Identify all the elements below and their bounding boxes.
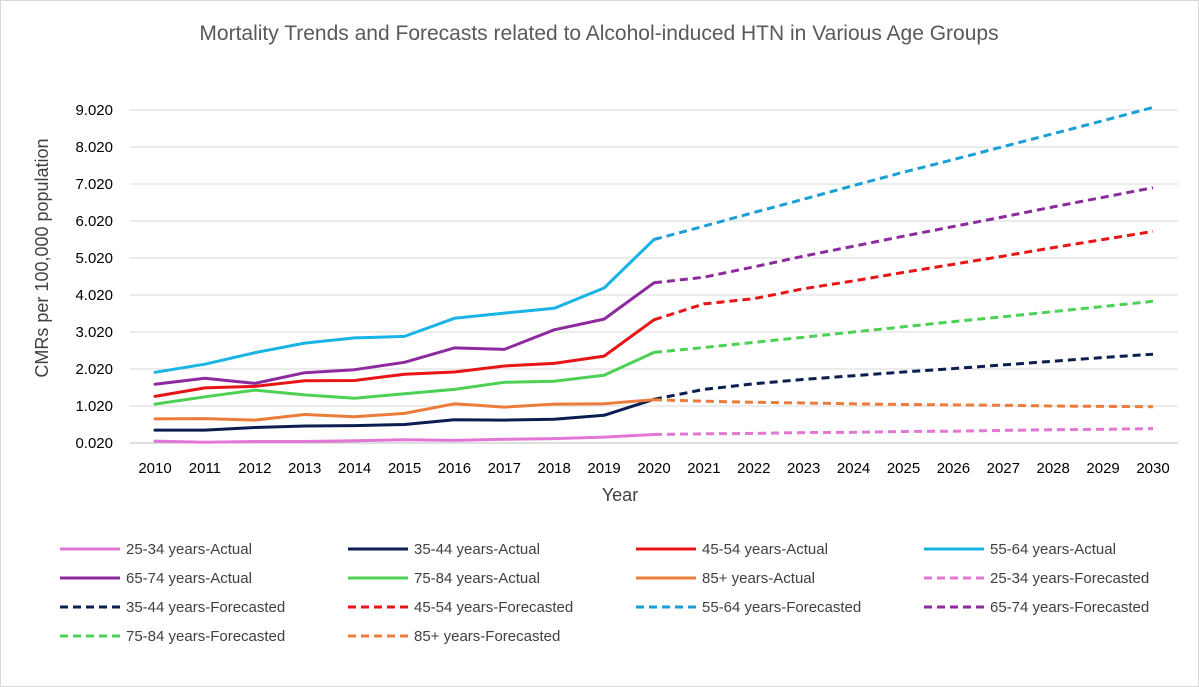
legend-label: 85+ years-Actual <box>702 570 815 587</box>
series-line-45-54-years-forecasted <box>653 229 1154 322</box>
gridlines <box>130 109 1178 444</box>
x-tick-label: 2026 <box>937 460 970 477</box>
x-tick-label: 2023 <box>787 460 820 477</box>
x-tick-label: 2019 <box>587 460 620 477</box>
y-tick-label: 9.020 <box>75 102 113 119</box>
y-axis-label: CMRs per 100,000 population <box>32 138 52 377</box>
x-tick-label: 2018 <box>538 460 571 477</box>
series-line-55-64-years-forecasted <box>653 105 1154 241</box>
x-tick-label: 2012 <box>238 460 271 477</box>
legend-label: 65-74 years-Actual <box>126 570 252 587</box>
legend-label: 35-44 years-Actual <box>414 541 540 558</box>
x-axis-ticks: 2010 2011 2012 2013 2014 2015 2016 2017 2018 2019… <box>138 460 1169 477</box>
x-tick-label: 2027 <box>987 460 1020 477</box>
x-tick-label: 2015 <box>388 460 421 477</box>
x-tick-label: 2021 <box>687 460 720 477</box>
x-tick-label: 2020 <box>637 460 670 477</box>
legend-label: 55-64 years-Actual <box>990 541 1116 558</box>
y-tick-label: 1.020 <box>75 398 113 415</box>
x-tick-label: 2014 <box>338 460 371 477</box>
y-tick-label: 0.020 <box>75 435 113 452</box>
series-line-85-years-forecasted <box>653 398 1154 409</box>
legend-label: 45-54 years-Forecasted <box>414 599 573 616</box>
series-line-45-54-years-actual <box>153 318 656 398</box>
y-tick-label: 4.020 <box>75 287 113 304</box>
y-tick-label: 3.020 <box>75 324 113 341</box>
x-tick-label: 2022 <box>737 460 770 477</box>
x-tick-label: 2028 <box>1037 460 1070 477</box>
series-line-25-34-years-forecasted <box>653 427 1154 436</box>
y-axis-ticks: 0.020 1.020 2.020 3.020 4.020 5.020 6.020 7.020… <box>75 102 113 452</box>
legend-label: 25-34 years-Actual <box>126 541 252 558</box>
x-tick-label: 2029 <box>1086 460 1119 477</box>
legend-label: 65-74 years-Forecasted <box>990 599 1149 616</box>
series-lines <box>153 105 1154 444</box>
x-tick-label: 2013 <box>288 460 321 477</box>
y-tick-label: 7.020 <box>75 176 113 193</box>
legend-label: 35-44 years-Forecasted <box>126 599 285 616</box>
legend-label: 75-84 years-Actual <box>414 570 540 587</box>
series-line-65-74-years-actual <box>153 281 656 386</box>
legend-label: 55-64 years-Forecasted <box>702 599 861 616</box>
legend: 25-34 years-Actual 35-44 years-Actual 45-5… <box>60 541 1149 645</box>
legend-label: 45-54 years-Actual <box>702 541 828 558</box>
series-line-55-64-years-actual <box>153 238 656 374</box>
series-line-35-44-years-forecasted <box>653 352 1154 401</box>
y-tick-label: 5.020 <box>75 250 113 267</box>
series-line-65-74-years-forecasted <box>653 186 1154 285</box>
legend-label: 75-84 years-Forecasted <box>126 628 285 645</box>
x-tick-label: 2011 <box>189 460 221 477</box>
x-tick-label: 2016 <box>438 460 471 477</box>
x-tick-label: 2017 <box>488 460 521 477</box>
series-line-25-34-years-actual <box>153 433 656 444</box>
y-tick-label: 6.020 <box>75 213 113 230</box>
series-line-75-84-years-forecasted <box>653 299 1154 354</box>
y-tick-label: 8.020 <box>75 139 113 156</box>
x-tick-label: 2030 <box>1136 460 1169 477</box>
x-axis-label: Year <box>602 485 638 505</box>
x-tick-label: 2010 <box>138 460 171 477</box>
series-line-85-years-actual <box>153 398 656 422</box>
y-tick-label: 2.020 <box>75 361 113 378</box>
legend-label: 85+ years-Forecasted <box>414 628 560 645</box>
x-tick-label: 2024 <box>837 460 870 477</box>
x-tick-label: 2025 <box>887 460 920 477</box>
series-line-35-44-years-actual <box>153 397 656 432</box>
chart-title: Mortality Trends and Forecasts related t… <box>199 22 998 45</box>
legend-label: 25-34 years-Forecasted <box>990 570 1149 587</box>
series-line-75-84-years-actual <box>153 350 656 406</box>
